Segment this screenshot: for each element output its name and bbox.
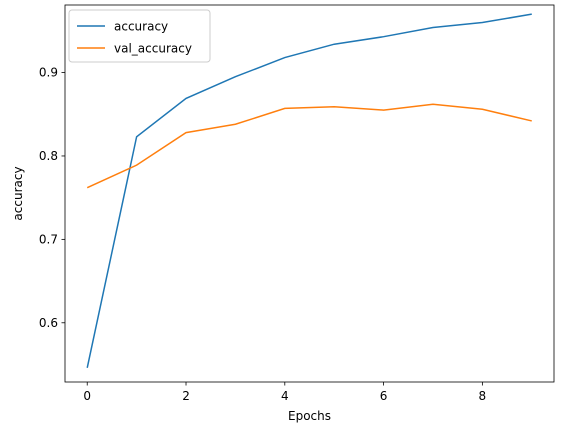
series-layer <box>86 13 532 368</box>
y-tick-label: 0.7 <box>39 232 58 246</box>
ticks-layer: 0 2 4 6 8 0.6 0.7 0.8 0.9 <box>39 66 486 403</box>
x-tick-label: 8 <box>479 389 487 403</box>
x-tick-label: 4 <box>281 389 289 403</box>
y-axis-label: accuracy <box>11 166 25 220</box>
x-axis-label: Epochs <box>288 409 331 423</box>
legend: accuracy val_accuracy <box>68 9 211 63</box>
x-tick-label: 6 <box>380 389 388 403</box>
series-line-accuracy <box>86 13 532 368</box>
y-tick-label: 0.8 <box>39 149 58 163</box>
series-line-val-accuracy <box>86 103 532 189</box>
legend-label-accuracy: accuracy <box>114 20 168 34</box>
plot-frame <box>64 4 555 383</box>
legend-label-val-accuracy: val_accuracy <box>114 42 192 56</box>
y-tick-label: 0.6 <box>39 316 58 330</box>
x-tick-label: 0 <box>83 389 91 403</box>
legend-box <box>68 9 211 63</box>
x-tick-label: 2 <box>182 389 190 403</box>
y-tick-label: 0.9 <box>39 66 58 80</box>
